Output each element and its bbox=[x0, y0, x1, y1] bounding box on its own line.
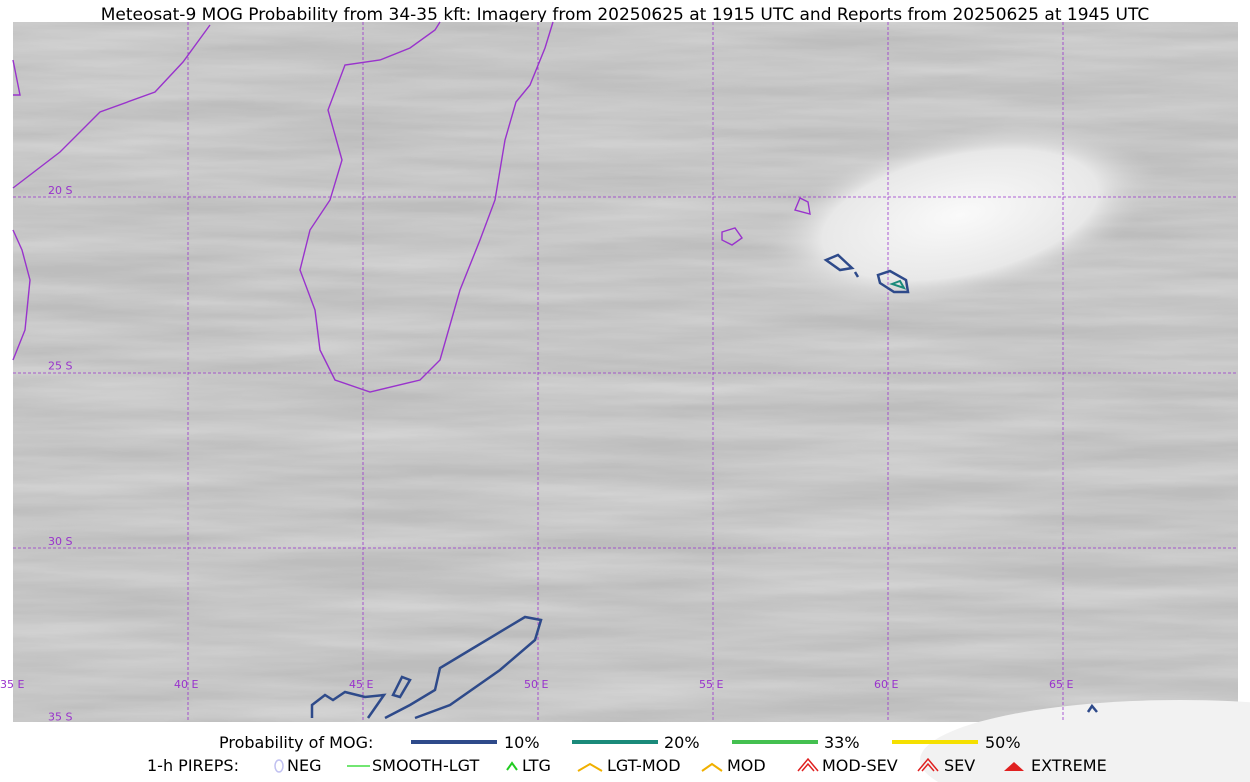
lon-label: 35 E bbox=[0, 678, 24, 691]
legend-item: 10% bbox=[504, 733, 540, 752]
lon-label: 65 E bbox=[1049, 678, 1073, 691]
legend-item: EXTREME bbox=[1031, 756, 1107, 775]
lat-labels: 20 S 25 S 30 S 35 S bbox=[48, 184, 72, 724]
map bbox=[12, 21, 1250, 782]
lon-labels: 35 E 40 E 45 E 50 E 55 E 60 E 65 E bbox=[0, 678, 1073, 691]
legend-item: 50% bbox=[985, 733, 1021, 752]
lon-label: 55 E bbox=[699, 678, 723, 691]
legend-item: NEG bbox=[287, 756, 321, 775]
pirep-legend: 1-h PIREPS: NEG SMOOTH-LGT LTG LGT-MOD M… bbox=[147, 756, 1107, 775]
title: Meteosat-9 MOG Probability from 34-35 kf… bbox=[101, 5, 1150, 25]
lat-label: 30 S bbox=[48, 535, 72, 548]
legend-label: 1-h PIREPS: bbox=[147, 756, 239, 775]
legend-item: SMOOTH-LGT bbox=[372, 756, 479, 775]
lon-label: 40 E bbox=[174, 678, 198, 691]
lon-label: 60 E bbox=[874, 678, 898, 691]
legend-item: 33% bbox=[824, 733, 860, 752]
legend-item: LGT-MOD bbox=[607, 756, 681, 775]
legend-item: MOD-SEV bbox=[822, 756, 898, 775]
legend-item: 20% bbox=[664, 733, 700, 752]
legend-item: SEV bbox=[944, 756, 975, 775]
mog-legend: Probability of MOG: 10% 20% 33% 50% bbox=[219, 733, 1021, 752]
legend-item: MOD bbox=[727, 756, 766, 775]
lat-label: 20 S bbox=[48, 184, 72, 197]
lon-label: 50 E bbox=[524, 678, 548, 691]
lat-label: 35 S bbox=[48, 711, 72, 724]
legend-label: Probability of MOG: bbox=[219, 733, 373, 752]
legend-item: LTG bbox=[522, 756, 551, 775]
lon-label: 45 E bbox=[349, 678, 373, 691]
lat-label: 25 S bbox=[48, 360, 72, 373]
